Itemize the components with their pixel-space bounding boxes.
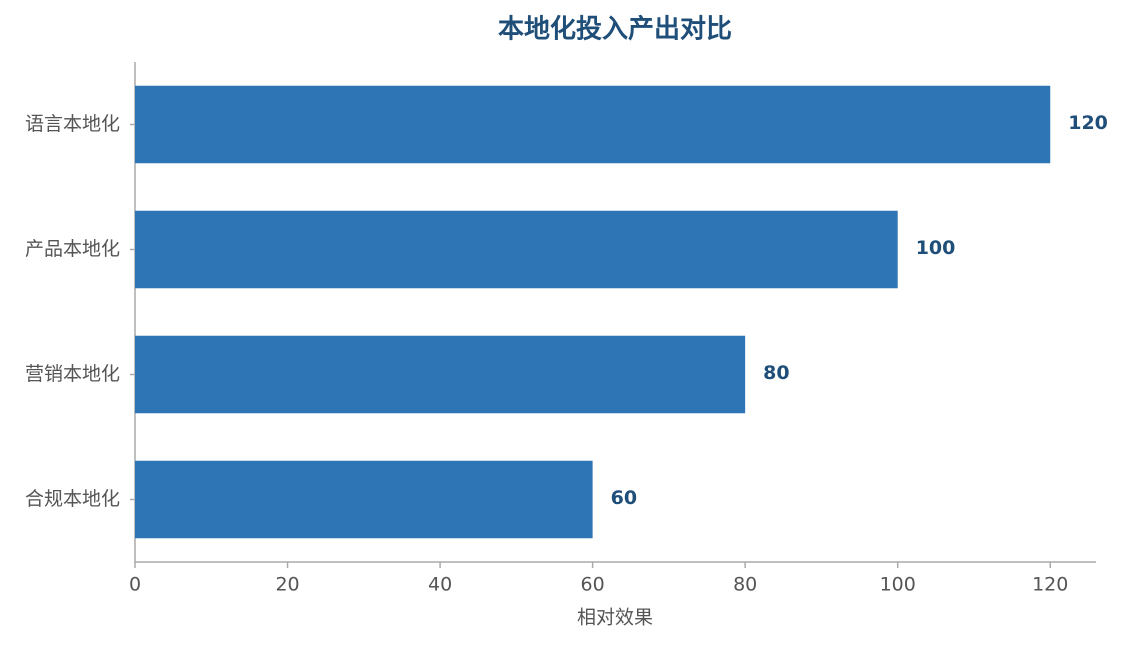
value-label: 80 (763, 362, 789, 384)
value-label: 100 (916, 237, 956, 259)
x-tick-label: 0 (129, 574, 141, 596)
x-tick-label: 20 (275, 574, 299, 596)
bar (135, 85, 1051, 164)
y-tick-label: 合规本地化 (25, 488, 120, 510)
x-tick-label: 60 (581, 574, 605, 596)
y-tick-label: 营销本地化 (25, 363, 120, 385)
x-tick-label: 120 (1032, 574, 1068, 596)
bar (135, 210, 898, 289)
x-axis-label: 相对效果 (577, 607, 653, 629)
bar (135, 335, 746, 414)
bar (135, 460, 593, 539)
y-tick-label: 语言本地化 (25, 113, 120, 135)
chart-title: 本地化投入产出对比 (498, 15, 732, 45)
value-label: 120 (1068, 112, 1108, 134)
y-tick-label: 产品本地化 (25, 238, 120, 260)
x-tick-label: 100 (880, 574, 916, 596)
x-tick-label: 40 (428, 574, 452, 596)
value-label: 60 (611, 487, 637, 509)
x-tick-label: 80 (733, 574, 757, 596)
